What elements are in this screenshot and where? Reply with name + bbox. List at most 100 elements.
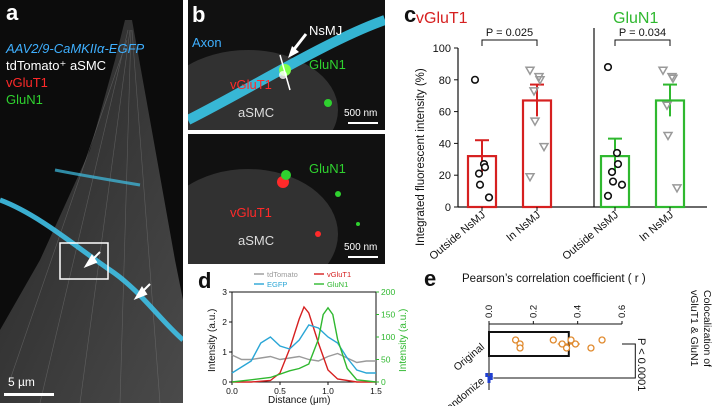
panel-d-xlabel: Distance (μm) bbox=[268, 395, 330, 406]
c-datapoint bbox=[524, 66, 536, 76]
c-ytick-label: 40 bbox=[439, 138, 451, 150]
scalebar-a-label: 5 µm bbox=[8, 375, 35, 389]
c-datapoint bbox=[475, 180, 485, 189]
e-datapoint bbox=[567, 336, 575, 344]
d-ytick-right-label: 150 bbox=[381, 310, 395, 320]
c-datapoint bbox=[657, 66, 669, 76]
e-xtick-label: 0.4 bbox=[573, 305, 584, 318]
d-legend-label: vGluT1 bbox=[327, 270, 351, 279]
panel-b-bottom: GluN1 vGluT1 aSMC 500 nm bbox=[188, 134, 385, 264]
d-ytick-left-label: 1 bbox=[222, 347, 227, 357]
c-datapoint bbox=[603, 62, 613, 72]
glun1-puncta-b bbox=[281, 170, 291, 180]
d-ytick-right-label: 200 bbox=[381, 287, 395, 297]
panel-e-pvalue: P < 0.0001 bbox=[635, 338, 647, 391]
c-datapoint bbox=[480, 163, 490, 172]
c-datapoint bbox=[538, 142, 550, 153]
d-legend-label: GluN1 bbox=[327, 280, 348, 289]
c-ytick-label: 0 bbox=[445, 202, 451, 214]
asmc-cell-shape bbox=[0, 20, 183, 403]
c-datapoint bbox=[613, 159, 623, 169]
d-series-line bbox=[232, 305, 376, 383]
e-datapoint bbox=[598, 336, 606, 344]
legend-glun1: GluN1 bbox=[6, 92, 43, 107]
panel-c-ylabel: Integrated fluorescent intensity (%) bbox=[415, 68, 427, 246]
c-datapoint bbox=[661, 101, 673, 111]
c-datapoint bbox=[528, 87, 540, 97]
label-axon: Axon bbox=[192, 35, 222, 50]
egfp-axon bbox=[0, 197, 183, 342]
d-series-line bbox=[231, 352, 376, 364]
panel-c-label: c bbox=[404, 2, 416, 27]
label-asmc-top: aSMC bbox=[238, 105, 275, 120]
scalebar-b-bottom-label: 500 nm bbox=[344, 242, 378, 253]
d-ytick-right-label: 0 bbox=[381, 377, 386, 387]
e-pvalue-bracket bbox=[493, 343, 636, 379]
d-legend-label: EGFP bbox=[267, 280, 287, 289]
c-datapoint bbox=[608, 177, 618, 186]
c-group-title: vGluT1 bbox=[416, 10, 468, 27]
c-datapoint bbox=[671, 184, 683, 194]
legend-egfp: AAV2/9-CaMKIIα-EGFP bbox=[6, 41, 145, 56]
panel-d-chart: d Intensity (a.u.) Intensity (a.u.) Dist… bbox=[198, 268, 409, 406]
c-datapoint bbox=[524, 173, 536, 183]
c-pvalue: P = 0.034 bbox=[619, 27, 666, 39]
panel-d-label: d bbox=[198, 268, 211, 293]
label-asmc-bottom: aSMC bbox=[238, 233, 275, 248]
d-ytick-right-label: 100 bbox=[381, 332, 395, 342]
c-bar bbox=[521, 99, 553, 209]
d-xtick-label: 1.0 bbox=[322, 386, 334, 396]
c-datapoint bbox=[470, 75, 480, 84]
c-datapoint bbox=[617, 180, 627, 189]
e-datapoint bbox=[487, 379, 491, 383]
c-datapoint bbox=[662, 131, 674, 141]
panel-e-chart: e Pearson’s correlation coefficient ( r … bbox=[424, 266, 713, 406]
e-category-label: Randomize bbox=[439, 375, 488, 406]
arrow-icons bbox=[83, 251, 151, 301]
e-datapoint bbox=[562, 344, 571, 352]
panel-d-ylabel-right: Intensity (a.u.) bbox=[398, 309, 409, 372]
e-xtick-label: 0.6 bbox=[617, 305, 628, 318]
d-ytick-right-label: 50 bbox=[381, 355, 391, 365]
inset-box bbox=[59, 242, 109, 280]
e-xtick-label: 0.2 bbox=[528, 305, 539, 318]
c-datapoint bbox=[534, 76, 546, 86]
e-datapoint bbox=[558, 340, 566, 348]
d-ytick-left-label: 2 bbox=[222, 317, 227, 327]
d-ytick-left-label: 3 bbox=[222, 287, 227, 297]
c-datapoint bbox=[667, 74, 679, 84]
c-ytick-label: 80 bbox=[439, 75, 451, 87]
e-datapoint bbox=[571, 340, 580, 348]
c-xtick-label: In NsMJ bbox=[637, 209, 676, 244]
scalebar-a bbox=[4, 393, 54, 396]
label-vglut1-top: vGluT1 bbox=[230, 77, 272, 92]
d-plot-frame bbox=[231, 291, 377, 383]
e-datapoint bbox=[511, 336, 520, 344]
c-pvalue: P = 0.025 bbox=[486, 27, 533, 39]
c-datapoint bbox=[529, 117, 541, 127]
d-ytick-left-label: 0 bbox=[222, 377, 227, 387]
panel-b-top-image bbox=[188, 0, 385, 130]
e-category-label: Original bbox=[451, 341, 486, 373]
e-datapoint bbox=[485, 373, 489, 377]
panel-a-image bbox=[0, 0, 183, 403]
label-nsmj: NsMJ bbox=[309, 23, 343, 38]
d-xtick-label: 1.5 bbox=[370, 386, 382, 396]
c-ytick-label: 20 bbox=[439, 170, 451, 182]
c-datapoint bbox=[607, 167, 617, 177]
d-series-line bbox=[231, 306, 377, 383]
c-xtick-label: Outside NsMJ bbox=[560, 209, 621, 263]
d-xtick-label: 0.5 bbox=[274, 386, 286, 396]
c-datapoint bbox=[603, 191, 613, 200]
c-bar bbox=[654, 99, 686, 209]
label-glun1-bottom: GluN1 bbox=[309, 161, 346, 176]
label-glun1-top: GluN1 bbox=[309, 57, 346, 72]
c-datapoint bbox=[484, 193, 494, 202]
e-datapoint bbox=[549, 336, 557, 344]
panel-b-label: b bbox=[192, 2, 206, 27]
panel-b-bottom-image bbox=[188, 134, 385, 264]
asmc-striations bbox=[9, 29, 161, 403]
panel-b-top: b Axon NsMJ GluN1 vGluT1 aSMC 500 nm bbox=[188, 0, 385, 130]
